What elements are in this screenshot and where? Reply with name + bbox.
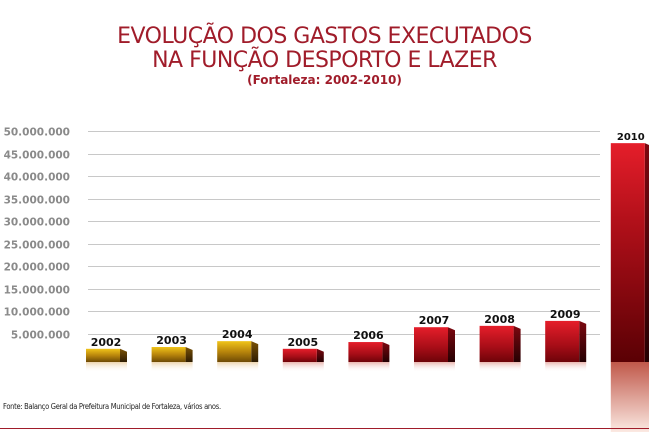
bar-side-2004 [251,341,259,362]
bar-reflection-2009 [545,362,587,372]
bar-reflection-2007 [414,362,455,372]
footer-divider [0,428,649,429]
chart-title-line1: EVOLUÇÃO DOS GASTOS EXECUTADOS [117,24,532,49]
bar-2008 [479,325,514,362]
bar-side-2002 [120,348,127,362]
bar-side-2010 [644,143,649,362]
y-tick-label: 35.000.000 [4,195,70,207]
bar-label-2002: 2002 [91,336,122,349]
y-tick-label: 45.000.000 [4,150,70,162]
bar-2010 [610,143,645,362]
bar-reflection-2006 [348,362,390,372]
bar-2003 [151,347,186,362]
y-tick-label: 5.000.000 [11,330,70,342]
bar-side-2007 [448,327,455,362]
bar-reflection-2005 [282,362,324,372]
bar-reflection-2008 [479,362,521,372]
y-tick-label: 50.000.000 [4,127,70,139]
bar-2004 [217,341,252,362]
bar-label-2008: 2008 [484,313,515,326]
bar-label-2010: 2010 [617,132,645,143]
bar-2009 [545,320,580,362]
bar-reflection-2002 [86,362,127,372]
bar-label-2006: 2006 [353,329,384,342]
bar-reflection-2004 [217,362,259,372]
bar-label-2007: 2007 [419,314,450,327]
chart-title-line2: NA FUNÇÃO DESPORTO E LAZER [152,48,497,73]
bar-label-2003: 2003 [156,334,187,347]
chart-subtitle: (Fortaleza: 2002-2010) [247,73,402,87]
y-tick-label: 30.000.000 [4,217,70,229]
bar-2006 [348,342,383,362]
bar-2007 [414,327,448,362]
bar-2002 [86,348,120,362]
source-note: Fonte: Balanço Geral da Prefeitura Munic… [3,402,221,411]
bar-side-2003 [185,347,193,362]
y-tick-label: 20.000.000 [4,262,70,274]
bar-side-2006 [382,342,390,362]
bar-side-2009 [579,320,587,362]
bar-reflection-2010 [610,362,649,432]
bar-side-2008 [513,325,521,362]
bar-label-2004: 2004 [222,328,253,341]
y-tick-label: 40.000.000 [4,172,70,184]
y-tick-label: 15.000.000 [4,285,70,297]
bar-side-2005 [316,348,324,362]
y-tick-label: 10.000.000 [4,307,70,319]
bar-label-2005: 2005 [287,336,318,349]
bar-reflection-2003 [151,362,193,372]
bar-label-2009: 2009 [550,308,581,321]
bar-2005 [282,348,317,362]
y-tick-label: 25.000.000 [4,240,70,252]
